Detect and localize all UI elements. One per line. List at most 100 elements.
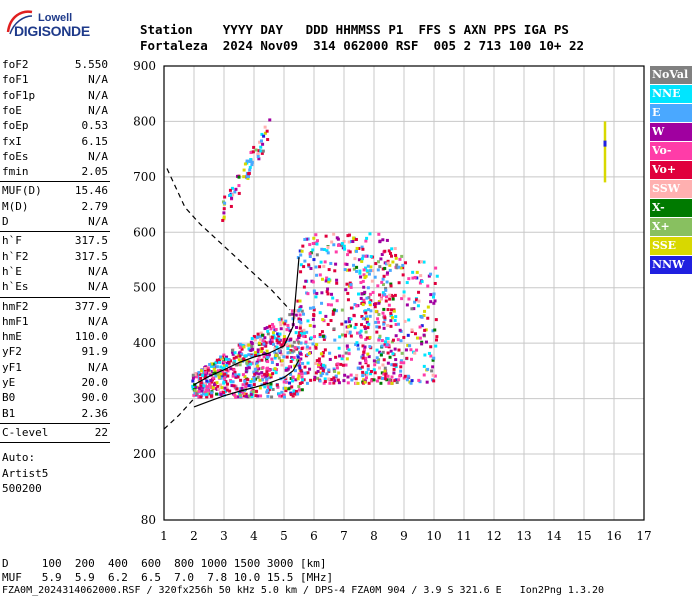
echo-point: [321, 354, 325, 358]
echo-point: [370, 269, 374, 273]
param-row: fmin 2.05: [2, 165, 108, 180]
echo-point: [238, 345, 242, 349]
echo-point: [209, 378, 213, 382]
echo-point: [249, 151, 253, 155]
echo-point: [433, 281, 437, 285]
echo-point: [364, 266, 368, 270]
echo-point: [363, 345, 367, 349]
echo-point: [359, 335, 363, 339]
echo-point: [262, 382, 266, 386]
echo-point: [383, 340, 387, 344]
param-value: 2.79: [81, 199, 109, 213]
echo-point: [234, 363, 238, 367]
echo-point: [230, 384, 234, 388]
echo-point: [264, 381, 268, 385]
echo-point: [247, 384, 251, 388]
y-tick-label: 700: [133, 170, 156, 184]
echo-point: [256, 332, 260, 336]
echo-point: [214, 361, 218, 365]
echo-point: [343, 262, 347, 266]
echo-scatter: [191, 118, 439, 399]
echo-point: [255, 335, 259, 339]
echo-point: [360, 323, 364, 327]
echo-point: [275, 363, 279, 367]
echo-point: [222, 359, 226, 363]
echo-point: [319, 260, 323, 264]
param-row: MUF(D) 15.46: [2, 184, 108, 199]
echo-point: [225, 364, 229, 368]
echo-point: [323, 380, 327, 384]
param-name: C-level: [2, 425, 49, 439]
echo-point: [317, 357, 321, 361]
echo-point: [195, 375, 199, 379]
echo-point: [342, 239, 346, 243]
echo-point: [299, 324, 303, 328]
echo-point: [221, 218, 225, 222]
echo-point: [388, 251, 392, 255]
echo-point: [284, 389, 288, 393]
echo-point: [322, 337, 326, 341]
echo-point: [429, 345, 433, 349]
echo-point: [251, 150, 255, 154]
echo-point: [377, 376, 381, 380]
echo-point: [269, 335, 273, 339]
echo-point: [353, 302, 357, 306]
echo-point: [294, 389, 298, 393]
echo-point: [277, 392, 281, 396]
legend-item: NoVal: [650, 66, 692, 84]
echo-point: [340, 244, 344, 248]
echo-point: [265, 390, 269, 394]
echo-point: [425, 380, 429, 384]
x-tick-label: 6: [310, 529, 318, 543]
param-value: 90.0: [81, 391, 109, 405]
echo-point: [265, 357, 269, 361]
echo-point: [222, 215, 226, 219]
echo-point: [361, 374, 365, 378]
echo-point: [347, 240, 351, 244]
echo-point: [368, 303, 372, 307]
echo-point: [318, 335, 322, 339]
param-name: fmin: [2, 165, 29, 179]
echo-point: [399, 339, 403, 343]
echo-point: [246, 175, 250, 179]
echo-point: [291, 344, 295, 348]
echo-point: [397, 265, 401, 269]
echo-point: [398, 328, 402, 332]
echo-point: [249, 362, 253, 366]
echo-point: [284, 368, 288, 372]
echo-point: [364, 356, 368, 360]
echo-point: [320, 291, 324, 295]
echo-point: [429, 300, 433, 304]
echo-point: [415, 348, 419, 352]
echo-point: [216, 372, 220, 376]
echo-point: [386, 323, 390, 327]
echo-point: [298, 381, 302, 385]
echo-point: [359, 329, 363, 333]
echo-point: [315, 239, 319, 243]
echo-point: [341, 354, 345, 358]
echo-point: [274, 327, 278, 331]
x-tick-label: 14: [546, 529, 562, 543]
echo-point: [208, 382, 212, 386]
echo-point: [395, 266, 399, 270]
echo-point: [236, 375, 240, 379]
echo-point: [347, 325, 351, 329]
echo-point: [376, 284, 380, 288]
echo-point: [270, 341, 274, 345]
echo-point: [301, 244, 305, 248]
echo-point: [422, 260, 426, 264]
echo-point: [429, 293, 433, 297]
echo-point: [228, 188, 232, 192]
echo-point: [393, 293, 397, 297]
echo-point: [229, 359, 233, 363]
echo-point: [320, 277, 324, 281]
echo-point: [364, 311, 368, 315]
y-tick-label: 80: [141, 513, 156, 527]
param-name: B1: [2, 406, 16, 420]
echo-point: [330, 292, 334, 296]
echo-point: [351, 239, 355, 243]
echo-point: [258, 140, 262, 144]
echo-point: [311, 342, 315, 346]
echo-point: [358, 269, 362, 273]
echo-point: [198, 372, 202, 376]
